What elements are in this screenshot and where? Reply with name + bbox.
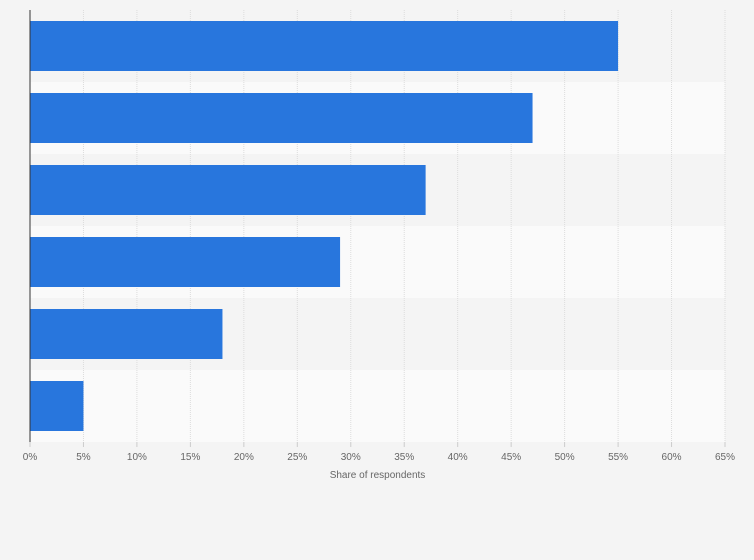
x-axis-title: Share of respondents [330,470,426,481]
bar[interactable] [30,381,84,431]
bar[interactable] [30,21,619,71]
x-tick-label: 30% [341,452,361,463]
x-tick-label: 0% [23,452,38,463]
bar[interactable] [30,309,223,359]
gridlines [82,10,726,442]
x-tick-label: 55% [608,452,628,463]
row-band [30,370,725,442]
bar[interactable] [30,237,341,287]
x-tick-label: 5% [76,452,91,463]
x-tick-label: 65% [715,452,735,463]
bar[interactable] [30,93,533,143]
x-tick-label: 35% [394,452,414,463]
x-tick-label: 60% [662,452,682,463]
x-tick-label: 20% [234,452,254,463]
x-tick-label: 10% [127,452,147,463]
row-bands [30,10,725,442]
x-axis-ticks: 0% 5% 10% 15% 20% 25% 30% 35% 40% 45% 50% 55% 60% 65% [23,442,735,463]
x-tick-label: 25% [287,452,307,463]
x-tick-label: 50% [555,452,575,463]
x-tick-label: 15% [180,452,200,463]
x-tick-label: 45% [501,452,521,463]
bar[interactable] [30,165,426,215]
bars [30,21,619,431]
x-tick-label: 40% [448,452,468,463]
